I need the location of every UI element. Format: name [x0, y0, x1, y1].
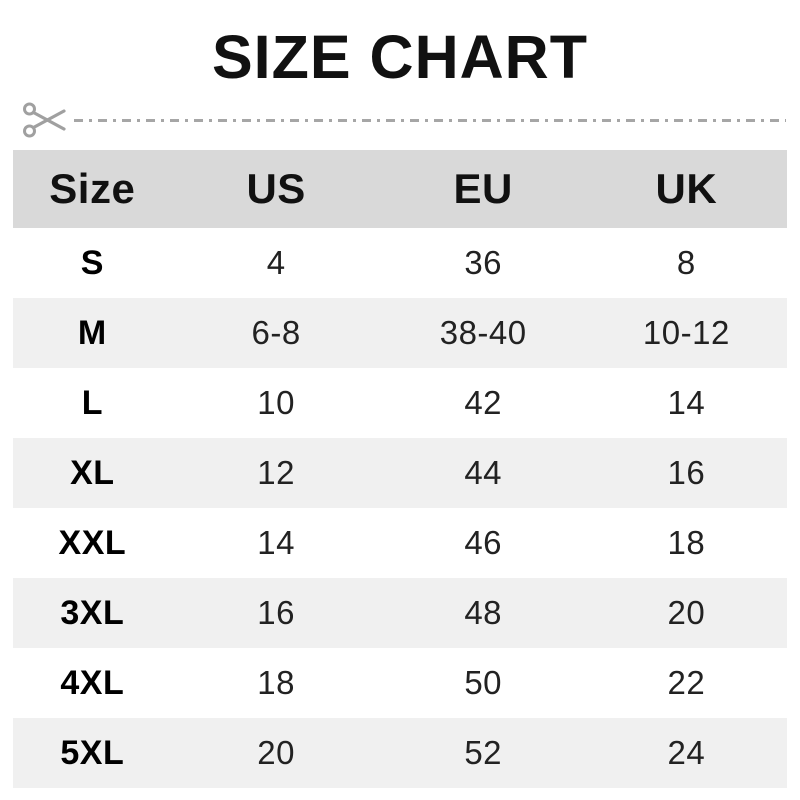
eu-value: 48 — [464, 594, 503, 631]
eu-value: 46 — [464, 524, 503, 561]
size-chart-page: SIZE CHART Size US EU UK S 4 36 8 M 6-8 … — [0, 22, 800, 800]
dash-dot-line — [74, 118, 786, 122]
eu-value: 38-40 — [439, 314, 527, 351]
eu-value: 52 — [464, 734, 503, 771]
size-label: XL — [70, 453, 115, 492]
size-label: S — [80, 243, 104, 282]
us-value: 14 — [257, 524, 295, 561]
header-cell-uk: UK — [655, 165, 718, 212]
table-row-m: M 6-8 38-40 10-12 — [13, 298, 787, 368]
eu-value: 44 — [464, 454, 503, 491]
uk-value: 24 — [667, 734, 706, 771]
size-label: M — [77, 313, 107, 352]
us-value: 18 — [257, 664, 295, 701]
uk-value: 18 — [667, 524, 706, 561]
uk-value: 20 — [667, 594, 706, 631]
us-value: 4 — [266, 244, 286, 281]
size-label: XXL — [58, 523, 127, 562]
header-cell-eu: EU — [453, 165, 513, 212]
uk-value: 16 — [667, 454, 706, 491]
us-value: 16 — [257, 594, 295, 631]
table-row-xxl: XXL 14 46 18 — [13, 508, 787, 578]
size-label: L — [81, 383, 103, 422]
us-value: 10 — [257, 384, 295, 421]
size-label: 4XL — [60, 663, 125, 702]
table-row-xl: XL 12 44 16 — [13, 438, 787, 508]
table-row-s: S 4 36 8 — [13, 228, 787, 298]
size-table: Size US EU UK S 4 36 8 M 6-8 38-40 10-12… — [13, 150, 787, 788]
uk-value: 8 — [676, 244, 696, 281]
header-cell-us: US — [246, 165, 306, 212]
uk-value: 14 — [667, 384, 706, 421]
header-cell-size: Size — [49, 165, 136, 212]
size-label: 5XL — [60, 733, 125, 772]
uk-value: 22 — [667, 664, 706, 701]
us-value: 6-8 — [251, 314, 301, 351]
table-row-4xl: 4XL 18 50 22 — [13, 648, 787, 718]
uk-value: 10-12 — [642, 314, 730, 351]
eu-value: 42 — [464, 384, 503, 421]
page-title: SIZE CHART — [212, 23, 588, 91]
size-label: 3XL — [60, 593, 125, 632]
table-row-3xl: 3XL 16 48 20 — [13, 578, 787, 648]
table-header-row: Size US EU UK — [13, 150, 787, 228]
us-value: 20 — [257, 734, 295, 771]
scissors-icon — [23, 102, 66, 138]
us-value: 12 — [257, 454, 295, 491]
table-row-5xl: 5XL 20 52 24 — [13, 718, 787, 788]
eu-value: 36 — [464, 244, 503, 281]
table-row-l: L 10 42 14 — [13, 368, 787, 438]
eu-value: 50 — [464, 664, 503, 701]
cut-line-divider — [22, 100, 786, 140]
